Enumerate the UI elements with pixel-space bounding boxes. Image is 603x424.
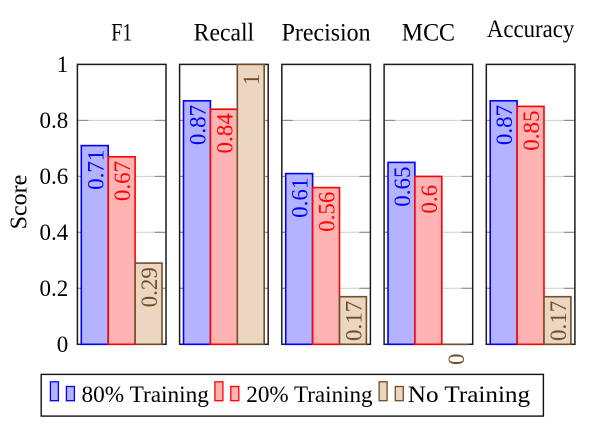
svg-text:0.56: 0.56	[315, 192, 340, 232]
svg-text:1: 1	[57, 52, 69, 77]
svg-text:0.71: 0.71	[83, 150, 108, 190]
svg-text:0.87: 0.87	[185, 105, 210, 145]
svg-text:Precision: Precision	[282, 19, 371, 46]
svg-text:0.29: 0.29	[137, 267, 162, 307]
svg-text:1: 1	[239, 74, 264, 86]
svg-text:0.2: 0.2	[40, 276, 69, 301]
svg-text:20% Training: 20% Training	[246, 382, 373, 407]
svg-text:0.17: 0.17	[341, 301, 366, 341]
svg-text:Recall: Recall	[194, 19, 255, 46]
svg-text:0.67: 0.67	[110, 161, 135, 201]
svg-text:0.87: 0.87	[492, 105, 517, 145]
svg-text:0.8: 0.8	[40, 108, 69, 133]
svg-text:0.65: 0.65	[390, 166, 415, 206]
svg-text:0.17: 0.17	[546, 301, 571, 341]
svg-text:No Training: No Training	[408, 382, 531, 407]
svg-text:0.6: 0.6	[40, 164, 69, 189]
svg-text:0.85: 0.85	[519, 110, 544, 150]
svg-text:Score: Score	[7, 175, 33, 230]
svg-text:0: 0	[57, 332, 69, 357]
svg-text:MCC: MCC	[402, 19, 455, 46]
svg-text:80% Training: 80% Training	[82, 382, 210, 407]
svg-text:0: 0	[444, 353, 469, 365]
svg-text:0.4: 0.4	[40, 220, 69, 245]
svg-text:F1: F1	[111, 19, 132, 46]
svg-text:0.84: 0.84	[212, 113, 237, 154]
svg-text:0.6: 0.6	[417, 185, 442, 214]
svg-text:0.61: 0.61	[288, 178, 313, 218]
svg-text:Accuracy: Accuracy	[487, 16, 575, 43]
